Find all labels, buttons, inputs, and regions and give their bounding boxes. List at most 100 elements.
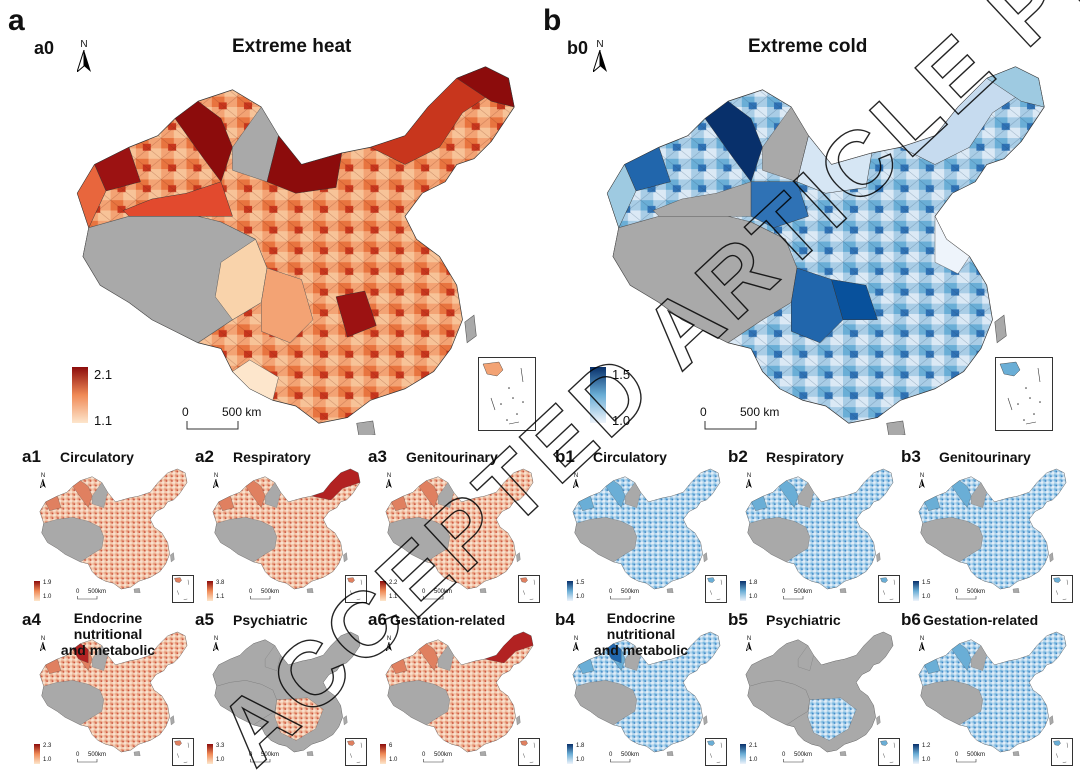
legend-colorbar-cold	[590, 367, 606, 423]
north-arrow-icon: N	[744, 473, 754, 488]
small-inset	[518, 738, 540, 766]
small-map-a2: a2 N Respiratory 3.8 1.1 0 500km	[195, 447, 367, 607]
north-arrow-icon: N	[588, 40, 612, 74]
small-map-b3: b3 N Genitourinary 1.5 1.0 0 500km	[901, 447, 1073, 607]
small-map-title: Genitourinary	[939, 449, 1031, 465]
small-map-title: Psychiatric	[766, 612, 841, 628]
small-map-id: a6	[368, 610, 387, 629]
small-choropleth	[745, 631, 894, 756]
north-arrow-icon: N	[917, 473, 927, 488]
small-map-title: Respiratory	[766, 449, 844, 465]
small-map-a6: a6 N Gestation-related 6 1.0 0 500km	[368, 610, 540, 770]
small-inset	[172, 575, 194, 603]
small-map-b4: b4 N Endocrine nutritional and metabolic 1.8 1…	[555, 610, 727, 770]
small-choropleth	[212, 468, 361, 593]
small-map-id: a1	[22, 447, 41, 466]
small-inset	[345, 575, 367, 603]
small-map-title: Gestation-related	[923, 612, 1039, 628]
small-scale-bar: 0 500km	[955, 752, 995, 764]
small-legend: 2.2 1.1	[380, 580, 410, 601]
main-map-cold	[606, 66, 1045, 435]
small-map-title: Circulatory	[593, 449, 667, 465]
small-choropleth	[385, 631, 534, 756]
small-map-a3: a3 N Genitourinary 2.2 1.1 0 500km	[368, 447, 540, 607]
small-map-a4: a4 N Endocrine nutritional and metabolic 2.3 1…	[22, 610, 194, 770]
small-legend: 3.3 1.0	[207, 743, 237, 764]
north-arrow-icon: N	[384, 636, 394, 651]
small-legend: 1.5 1.0	[913, 580, 943, 601]
panel-letter-b: b	[543, 4, 562, 37]
north-arrow-icon: N	[211, 473, 221, 488]
small-scale-bar: 0 500km	[249, 589, 289, 601]
north-arrow-icon: N	[384, 473, 394, 488]
small-legend: 1.8 1.0	[567, 743, 597, 764]
small-scale-bar: 0 500km	[422, 589, 462, 601]
inset-south-china-sea-cold	[995, 357, 1053, 431]
small-map-title: Endocrine nutritional and metabolic	[593, 610, 689, 658]
small-choropleth	[212, 631, 361, 756]
scale-bar-heat: 0 500 km	[182, 405, 282, 435]
north-arrow-icon: N	[38, 473, 48, 488]
small-scale-bar: 0 500km	[76, 752, 116, 764]
legend-heat: 2.1 1.1	[72, 367, 132, 429]
small-choropleth	[918, 468, 1067, 593]
inset-south-china-sea-heat	[478, 357, 536, 431]
small-legend: 1.2 1.0	[913, 743, 943, 764]
small-scale-bar: 0 500km	[249, 752, 289, 764]
small-inset	[878, 738, 900, 766]
small-inset	[878, 575, 900, 603]
small-choropleth	[745, 468, 894, 593]
north-arrow-icon: N	[38, 636, 48, 651]
small-map-id: b3	[901, 447, 921, 466]
small-legend: 3.8 1.1	[207, 580, 237, 601]
small-map-title: Respiratory	[233, 449, 311, 465]
small-map-id: b1	[555, 447, 575, 466]
small-legend: 1.5 1.0	[567, 580, 597, 601]
small-map-b6: b6 N Gestation-related 1.2 1.0 0 500km	[901, 610, 1073, 770]
small-choropleth	[39, 631, 188, 756]
small-map-title: Circulatory	[60, 449, 134, 465]
small-map-title: Genitourinary	[406, 449, 498, 465]
small-scale-bar: 0 500km	[782, 589, 822, 601]
legend-min-heat: 1.1	[94, 413, 113, 428]
panel-letter-a: a	[8, 4, 25, 37]
small-map-id: a4	[22, 610, 41, 629]
small-map-id: b6	[901, 610, 921, 629]
small-map-b2: b2 N Respiratory 1.8 1.0 0 500km	[728, 447, 900, 607]
small-map-title: Gestation-related	[390, 612, 506, 628]
panel-id-b0: b0	[567, 38, 589, 58]
small-legend: 6 1.0	[380, 743, 410, 764]
north-arrow-icon: N	[571, 636, 581, 651]
small-map-a1: a1 N Circulatory 1.9 1.0 0 500km	[22, 447, 194, 607]
small-map-id: a3	[368, 447, 387, 466]
small-scale-bar: 0 500km	[76, 589, 116, 601]
main-map-heat	[76, 66, 515, 435]
small-choropleth	[385, 468, 534, 593]
legend-max-heat: 2.1	[94, 367, 113, 382]
legend-cold: 1.5 1.0	[590, 367, 650, 429]
small-choropleth	[918, 631, 1067, 756]
small-inset	[1051, 575, 1073, 603]
small-scale-bar: 0 500km	[782, 752, 822, 764]
panel-id-a0: a0	[34, 38, 55, 58]
small-map-title: Endocrine nutritional and metabolic	[60, 610, 156, 658]
small-legend: 2.1 1.0	[740, 743, 770, 764]
small-scale-bar: 0 500km	[609, 589, 649, 601]
small-map-id: a2	[195, 447, 214, 466]
main-map-title-heat: Extreme heat	[232, 36, 352, 57]
north-arrow-icon: N	[571, 473, 581, 488]
scale-bar-cold: 0 500 km	[700, 405, 800, 435]
small-scale-bar: 0 500km	[955, 589, 995, 601]
north-arrow-icon: N	[744, 636, 754, 651]
small-inset	[1051, 738, 1073, 766]
north-arrow-icon: N	[211, 636, 221, 651]
legend-min-cold: 1.0	[612, 413, 631, 428]
legend-colorbar-heat	[72, 367, 88, 423]
north-arrow-icon: N	[72, 40, 96, 74]
small-inset	[518, 575, 540, 603]
small-map-id: b5	[728, 610, 748, 629]
small-map-id: b4	[555, 610, 575, 629]
small-choropleth	[572, 468, 721, 593]
small-scale-bar: 0 500km	[609, 752, 649, 764]
small-inset	[345, 738, 367, 766]
